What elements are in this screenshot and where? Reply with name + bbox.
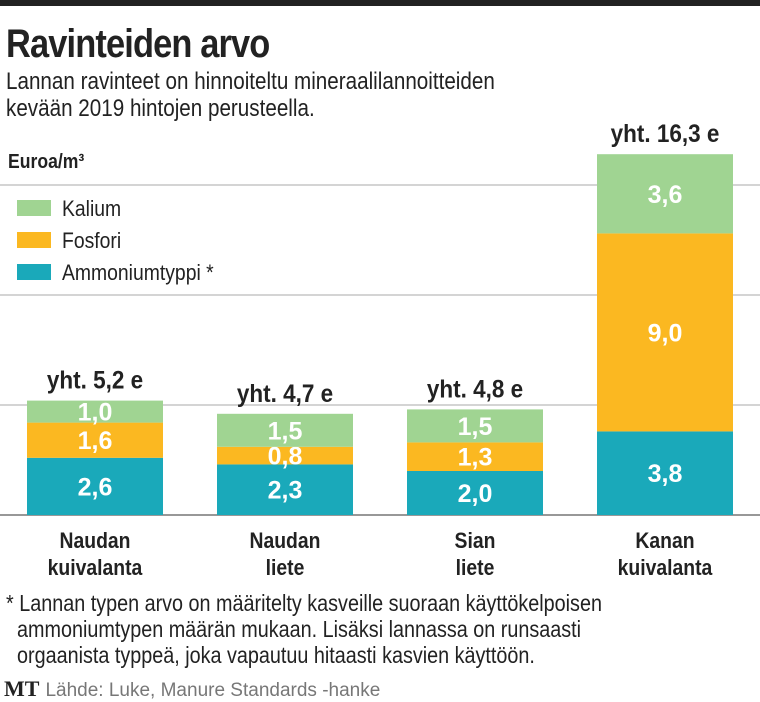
bar-segment [27,422,163,458]
data-label: 1,0 [78,399,113,427]
data-label: 3,6 [648,181,683,209]
total-label: yht. 4,8 e [427,375,523,403]
bar-segment [407,409,543,443]
bar-segment [407,442,543,471]
y-axis-label: Euroa/m³ [8,150,84,172]
category-label: liete [266,556,305,580]
category-label: kuivalanta [618,556,713,580]
category-label: liete [456,556,495,580]
bar-segment [597,154,733,234]
data-label: 2,3 [268,477,303,505]
chart-subtitle: Lannan ravinteet on hinnoiteltu mineraal… [6,68,495,122]
total-label: yht. 4,7 e [237,380,333,408]
legend-swatch [17,232,51,248]
data-label: 9,0 [648,319,683,347]
category-label: Kanan [635,529,694,553]
footnote-line: * Lannan typen arvo on määritelty kasvei… [6,590,602,616]
data-label: 1,5 [458,413,493,441]
data-label: 2,0 [458,480,493,508]
subtitle-line: kevään 2019 hintojen perusteella. [6,95,315,122]
chart-title: Ravinteiden arvo [6,22,270,66]
legend-swatch [17,264,51,280]
category-label: Naudan [60,529,131,553]
footnote-line: orgaanista typpeä, joka vapautuu hitaast… [6,642,535,668]
data-label: 0,8 [268,443,303,471]
category-label: kuivalanta [48,556,143,580]
top-rule [0,0,760,6]
bar-segment [27,400,163,423]
source-line: MT Lähde: Luke, Manure Standards -hanke [4,676,380,702]
data-label: 1,6 [78,427,113,455]
footnote-line: ammoniumtypen määrän mukaan. Lisäksi lan… [6,616,582,642]
data-label: 3,8 [648,460,683,488]
source-text: Lähde: Luke, Manure Standards -hanke [45,680,381,701]
data-label: 1,5 [268,417,303,445]
data-label: 2,6 [78,473,113,501]
category-label: Sian [455,529,496,553]
bar-segment [597,233,733,432]
bar-segment [217,464,353,515]
total-label: yht. 16,3 e [611,120,720,148]
legend-label: Ammoniumtyppi * [62,261,214,285]
legend-swatch [17,200,51,216]
subtitle-line: Lannan ravinteet on hinnoiteltu mineraal… [6,68,495,95]
footnote: * Lannan typen arvo on määritelty kasvei… [6,590,602,668]
bar-segment [407,471,543,515]
legend-label: Fosfori [62,229,121,253]
bar-segment [27,457,163,515]
legend-label: Kalium [62,197,121,221]
category-label: Naudan [250,529,321,553]
bar-segment [217,446,353,465]
mt-logo: MT [4,676,40,701]
data-label: 1,3 [458,444,493,472]
bar-segment [217,413,353,447]
bar-segment [597,431,733,515]
total-label: yht. 5,2 e [47,367,143,395]
